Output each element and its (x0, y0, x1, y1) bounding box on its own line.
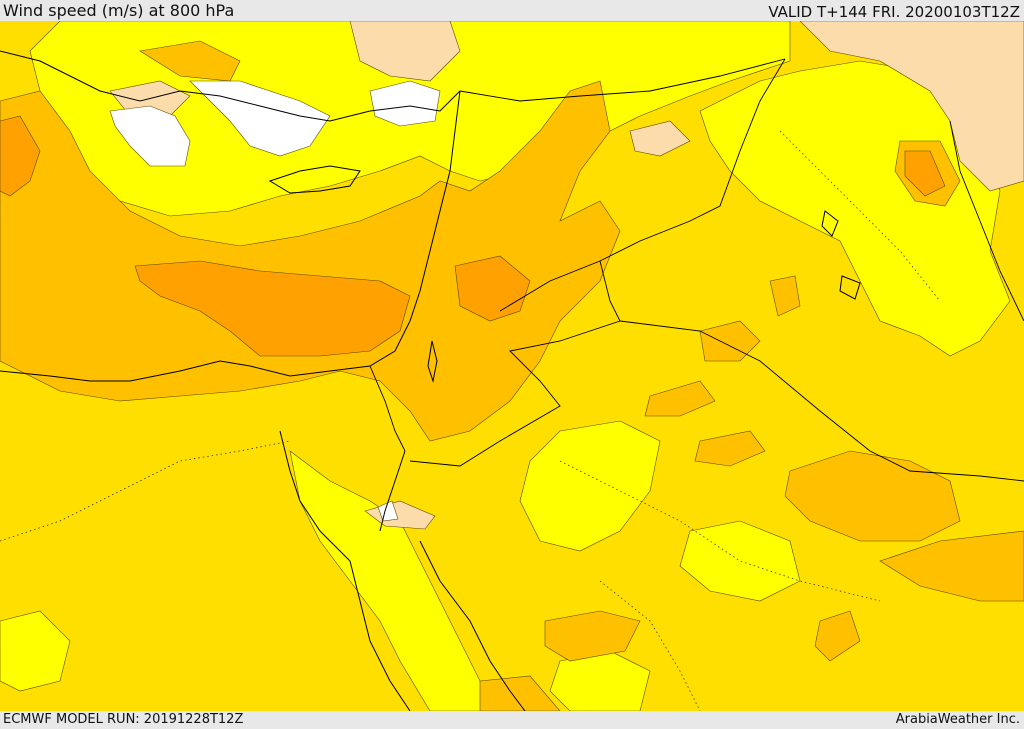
border-egypt-israel (369, 365, 406, 452)
contour-yellow-northeast (699, 60, 1011, 357)
coastline-levant-egypt (0, 90, 461, 382)
footer-bar: ECMWF MODEL RUN: 20191228T12Z ArabiaWeat… (0, 711, 1024, 729)
coastline-gulf-of-aqaba (379, 450, 406, 532)
coastline-gulf-of-suez (279, 430, 351, 562)
contour-amber-turkey-south (139, 40, 241, 82)
contour-orange-west (0, 115, 41, 197)
contour-white-aegean (189, 80, 331, 157)
contour-white-cyprus-north (369, 80, 441, 127)
model-run: ECMWF MODEL RUN: 20191228T12Z (3, 712, 244, 727)
contour-yellow-east (679, 520, 801, 602)
contour-peach-syria (629, 120, 691, 157)
contour-amber-east-4 (769, 275, 801, 317)
contour-peach-northeast (799, 21, 1024, 192)
credit: ArabiaWeather Inc. (895, 712, 1020, 727)
coastline-red-sea-west (349, 560, 411, 711)
wind-speed-map[interactable] (0, 21, 1024, 711)
border-jordan-saudi (409, 260, 621, 467)
valid-time: VALID T+144 FRI. 20200103T12Z (768, 3, 1020, 21)
contour-amber-south-1 (544, 610, 641, 662)
internal-boundary-iraq (779, 130, 941, 302)
coastline-cyprus (268, 165, 361, 194)
internal-boundary-egypt (0, 440, 291, 542)
border-syria-iraq (499, 58, 786, 312)
header-bar: Wind speed (m/s) at 800 hPa VALID T+144 … (0, 0, 1024, 21)
coastline-euphrates-lake (821, 210, 839, 237)
coastline-iraq-lake (839, 275, 861, 300)
border-iraq-iran (949, 120, 1024, 322)
contour-amber-farsoutheast (879, 530, 1024, 602)
contour-orange-med (134, 260, 411, 357)
contour-peach-north (349, 21, 461, 82)
coastline-turkey (0, 50, 461, 122)
contour-amber-east-2 (644, 380, 716, 417)
internal-boundary-saudi-2 (599, 580, 701, 711)
coastline-red-sea-east (419, 540, 526, 711)
contour-yellow-southwest (0, 610, 71, 692)
map-title: Wind speed (m/s) at 800 hPa (3, 1, 235, 20)
border-syria-turkey (459, 58, 786, 102)
contour-orange-iraq (904, 150, 946, 197)
border-iraq-saudi (619, 320, 1024, 482)
contour-amber-south-3 (479, 675, 561, 711)
contour-yellow-arabia (519, 420, 661, 552)
contour-white-turkey (109, 105, 191, 167)
contour-amber-med (0, 80, 621, 442)
contour-amber-south-2 (814, 610, 861, 662)
contour-amber-east-1 (699, 320, 761, 362)
contour-amber-east-3 (694, 430, 766, 467)
coastline-dead-sea (427, 340, 438, 383)
